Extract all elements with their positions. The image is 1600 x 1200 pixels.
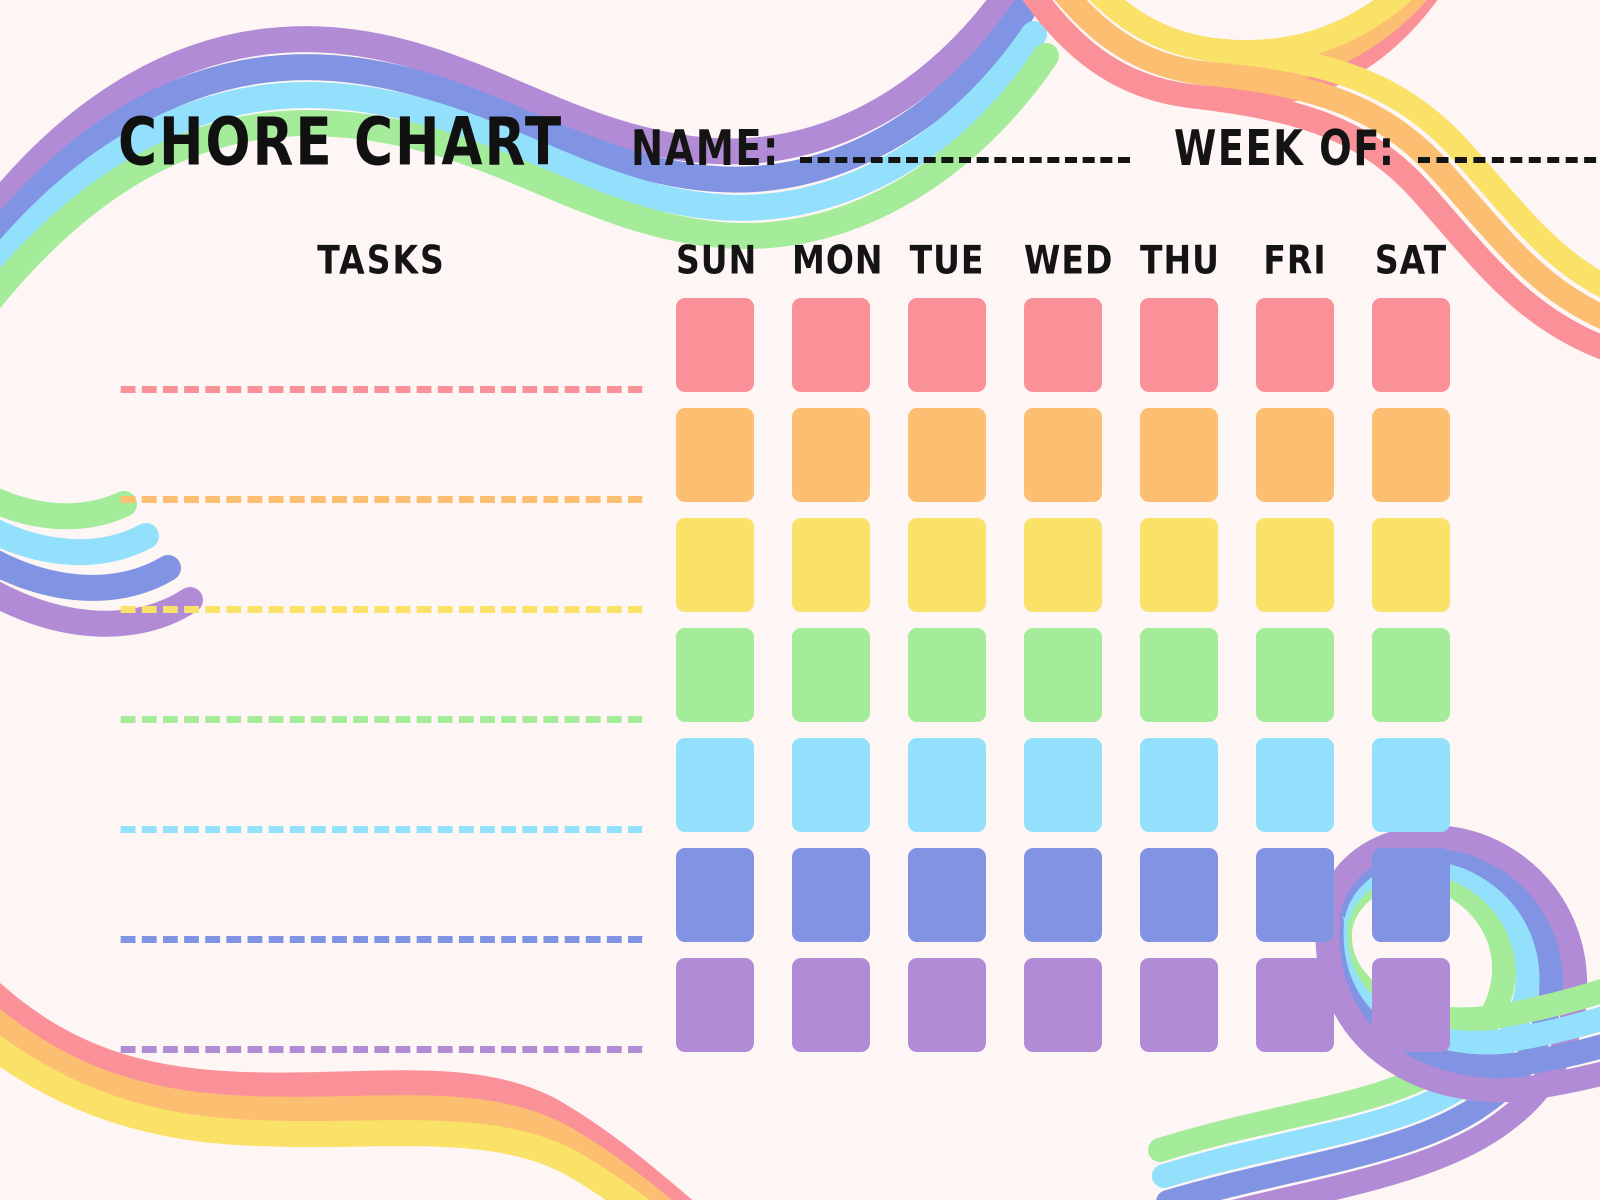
- checkbox-tue-row3[interactable]: [908, 518, 986, 612]
- chart-header: CHORE CHART NAME: WEEK OF:: [118, 104, 1600, 188]
- task-input-line-light-blue[interactable]: [118, 826, 645, 833]
- checkbox-thu-row4[interactable]: [1140, 628, 1218, 722]
- checkbox-sun-row6[interactable]: [676, 848, 754, 942]
- checkbox-tue-row2[interactable]: [908, 408, 986, 502]
- checkbox-sun-row1[interactable]: [676, 298, 754, 392]
- checkbox-wed-row5[interactable]: [1024, 738, 1102, 832]
- checkbox-group: [676, 738, 1450, 832]
- table-row: [0, 298, 1600, 408]
- checkbox-thu-row3[interactable]: [1140, 518, 1218, 612]
- week-field-group: WEEK OF:: [1174, 121, 1600, 177]
- table-row: [0, 738, 1600, 848]
- task-input-line-purple[interactable]: [118, 1046, 645, 1053]
- checkbox-thu-row1[interactable]: [1140, 298, 1218, 392]
- checkbox-thu-row5[interactable]: [1140, 738, 1218, 832]
- week-of-label: WEEK OF:: [1173, 120, 1396, 177]
- checkbox-thu-row2[interactable]: [1140, 408, 1218, 502]
- day-header-fri: FRI: [1263, 236, 1327, 283]
- checkbox-sun-row5[interactable]: [676, 738, 754, 832]
- checkbox-fri-row2[interactable]: [1256, 408, 1334, 502]
- checkbox-sun-row3[interactable]: [676, 518, 754, 612]
- name-label: NAME:: [630, 120, 780, 177]
- checkbox-group: [676, 518, 1450, 612]
- checkbox-mon-row6[interactable]: [792, 848, 870, 942]
- task-input-line-pink[interactable]: [118, 386, 645, 393]
- table-row: [0, 848, 1600, 958]
- checkbox-sat-row3[interactable]: [1372, 518, 1450, 612]
- day-header-sat: SAT: [1374, 236, 1448, 283]
- checkbox-sat-row5[interactable]: [1372, 738, 1450, 832]
- day-header-wed: WED: [1024, 236, 1114, 283]
- checkbox-sun-row2[interactable]: [676, 408, 754, 502]
- checkbox-wed-row6[interactable]: [1024, 848, 1102, 942]
- table-row: [0, 518, 1600, 628]
- checkbox-wed-row7[interactable]: [1024, 958, 1102, 1052]
- day-header-thu: THU: [1140, 236, 1220, 283]
- checkbox-mon-row7[interactable]: [792, 958, 870, 1052]
- checkbox-mon-row5[interactable]: [792, 738, 870, 832]
- checkbox-mon-row3[interactable]: [792, 518, 870, 612]
- checkbox-fri-row6[interactable]: [1256, 848, 1334, 942]
- page-title: CHORE CHART: [118, 104, 564, 181]
- checkbox-mon-row1[interactable]: [792, 298, 870, 392]
- checkbox-tue-row5[interactable]: [908, 738, 986, 832]
- checkbox-sun-row4[interactable]: [676, 628, 754, 722]
- checkbox-group: [676, 628, 1450, 722]
- checkbox-tue-row4[interactable]: [908, 628, 986, 722]
- checkbox-sat-row6[interactable]: [1372, 848, 1450, 942]
- checkbox-thu-row6[interactable]: [1140, 848, 1218, 942]
- checkbox-fri-row4[interactable]: [1256, 628, 1334, 722]
- name-field-group: NAME:: [631, 121, 1130, 177]
- checkbox-sun-row7[interactable]: [676, 958, 754, 1052]
- checkbox-fri-row5[interactable]: [1256, 738, 1334, 832]
- checkbox-sat-row4[interactable]: [1372, 628, 1450, 722]
- checkbox-fri-row7[interactable]: [1256, 958, 1334, 1052]
- checkbox-sat-row1[interactable]: [1372, 298, 1450, 392]
- checkbox-wed-row4[interactable]: [1024, 628, 1102, 722]
- chore-rows: [0, 298, 1600, 1068]
- checkbox-tue-row6[interactable]: [908, 848, 986, 942]
- task-input-line-green[interactable]: [118, 716, 645, 723]
- day-header-mon: MON: [792, 236, 884, 283]
- table-row: [0, 408, 1600, 518]
- day-column-headers: SUN MON TUE WED THU FRI SAT: [676, 236, 1450, 283]
- checkbox-fri-row1[interactable]: [1256, 298, 1334, 392]
- checkbox-sat-row7[interactable]: [1372, 958, 1450, 1052]
- task-input-line-blue-violet[interactable]: [118, 936, 645, 943]
- checkbox-tue-row1[interactable]: [908, 298, 986, 392]
- checkbox-thu-row7[interactable]: [1140, 958, 1218, 1052]
- day-header-sun: SUN: [676, 236, 758, 283]
- checkbox-mon-row4[interactable]: [792, 628, 870, 722]
- checkbox-fri-row3[interactable]: [1256, 518, 1334, 612]
- checkbox-group: [676, 408, 1450, 502]
- checkbox-group: [676, 848, 1450, 942]
- checkbox-mon-row2[interactable]: [792, 408, 870, 502]
- task-input-line-orange[interactable]: [118, 496, 645, 503]
- table-row: [0, 628, 1600, 738]
- checkbox-tue-row7[interactable]: [908, 958, 986, 1052]
- checkbox-wed-row2[interactable]: [1024, 408, 1102, 502]
- name-input[interactable]: [799, 157, 1130, 163]
- tasks-column-header: TASKS: [317, 236, 446, 283]
- checkbox-wed-row1[interactable]: [1024, 298, 1102, 392]
- checkbox-group: [676, 298, 1450, 392]
- checkbox-wed-row3[interactable]: [1024, 518, 1102, 612]
- task-input-line-yellow[interactable]: [118, 606, 645, 613]
- checkbox-group: [676, 958, 1450, 1052]
- table-row: [0, 958, 1600, 1068]
- week-of-input[interactable]: [1418, 157, 1600, 163]
- checkbox-sat-row2[interactable]: [1372, 408, 1450, 502]
- day-header-tue: TUE: [909, 236, 985, 283]
